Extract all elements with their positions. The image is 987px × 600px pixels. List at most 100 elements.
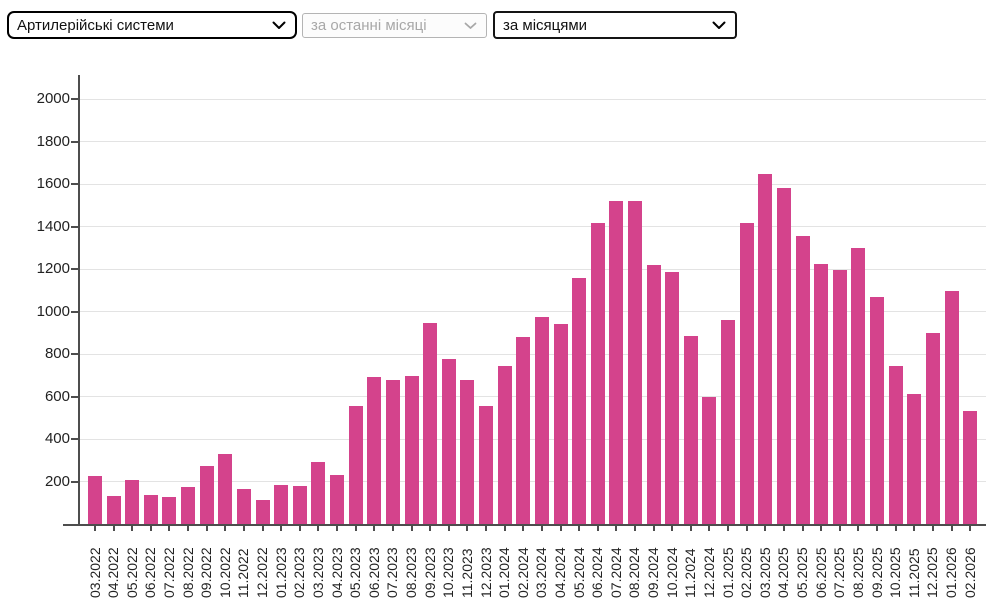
- x-axis-label: 03.2025: [756, 547, 773, 598]
- x-axis-label: 10.2023: [440, 547, 457, 598]
- x-axis-label: 09.2024: [645, 547, 662, 598]
- x-axis-tick: [242, 525, 245, 531]
- chart-bar: [385, 379, 400, 524]
- x-axis-tick: [298, 525, 301, 531]
- chart-bar: [888, 365, 903, 524]
- x-axis-tick: [112, 525, 115, 531]
- x-axis-label: 05.2022: [123, 547, 140, 598]
- x-axis-tick: [336, 525, 339, 531]
- x-axis-label: 10.2022: [216, 547, 233, 598]
- monthly-losses-bar-chart[interactable]: 200 400 600 800 1000 1200 1400 1600 1800 2000 03.2…: [0, 60, 987, 600]
- x-axis-tick: [429, 525, 432, 531]
- y-axis-tick: [71, 395, 79, 398]
- chart-bar: [479, 406, 494, 524]
- x-axis-tick: [317, 525, 320, 531]
- x-axis-label: 01.2025: [719, 547, 736, 598]
- y-axis-tick: [71, 140, 79, 143]
- x-axis-tick: [950, 525, 953, 531]
- x-axis-tick: [820, 525, 823, 531]
- x-axis-label: 12.2024: [700, 547, 717, 598]
- chart-bar: [739, 223, 754, 524]
- chart-bar: [199, 465, 214, 524]
- x-axis-tick: [466, 525, 469, 531]
- x-axis-label: 04.2023: [328, 547, 345, 598]
- chart-bar: [274, 484, 289, 524]
- y-axis-label: 2000: [36, 90, 70, 108]
- chevron-down-icon: [272, 17, 286, 34]
- chart-bar: [255, 499, 270, 524]
- x-axis-tick: [745, 525, 748, 531]
- x-axis-tick: [131, 525, 134, 531]
- x-axis-label: 09.2025: [868, 547, 885, 598]
- x-axis-label: 02.2025: [738, 547, 755, 598]
- x-axis-label: 06.2023: [365, 547, 382, 598]
- x-axis-tick: [727, 525, 730, 531]
- chart-bar: [311, 462, 326, 524]
- x-axis-label: 11.2025: [905, 548, 922, 598]
- chart-bar: [870, 296, 885, 524]
- x-axis-label: 05.2024: [570, 547, 587, 598]
- y-axis-tick: [71, 438, 79, 441]
- y-axis-label: 400: [44, 430, 70, 448]
- y-axis-tick: [71, 225, 79, 228]
- chart-bar: [944, 291, 959, 524]
- x-axis-tick: [391, 525, 394, 531]
- x-axis-tick: [708, 525, 711, 531]
- x-axis-label: 07.2022: [160, 547, 177, 598]
- chart-bar: [795, 236, 810, 524]
- x-axis-tick: [168, 525, 171, 531]
- chart-bar: [88, 476, 102, 524]
- chart-bar: [441, 359, 456, 524]
- x-axis-label: 06.2025: [812, 547, 829, 598]
- x-axis-label: 02.2023: [291, 547, 308, 598]
- x-axis-label: 09.2023: [421, 547, 438, 598]
- chart-bar: [423, 323, 438, 524]
- grouping-select[interactable]: за місяцями: [493, 11, 737, 39]
- x-axis-tick: [373, 525, 376, 531]
- x-axis-tick: [410, 525, 413, 531]
- x-axis-tick: [261, 525, 264, 531]
- chart-bar: [907, 394, 922, 524]
- y-axis-line: [78, 75, 80, 526]
- gridline: [79, 311, 986, 313]
- chart-bar: [832, 270, 847, 524]
- x-axis-tick: [447, 525, 450, 531]
- chart-bar: [609, 201, 624, 524]
- x-axis-tick: [205, 525, 208, 531]
- x-axis-label: 05.2023: [347, 547, 364, 598]
- chart-bar: [553, 324, 568, 524]
- x-axis-label: 01.2026: [943, 547, 960, 598]
- chart-bar: [348, 406, 363, 524]
- category-select[interactable]: Артилерійські системи: [7, 11, 297, 39]
- y-axis-tick: [71, 98, 79, 101]
- x-axis-tick: [633, 525, 636, 531]
- x-axis-label: 11.2022: [235, 548, 252, 598]
- x-axis-label: 07.2025: [831, 547, 848, 598]
- x-axis-tick: [671, 525, 674, 531]
- x-axis-tick: [149, 525, 152, 531]
- x-axis-label: 08.2022: [179, 547, 196, 598]
- gridline: [79, 268, 986, 270]
- x-axis-tick: [969, 525, 972, 531]
- x-axis-label: 08.2024: [626, 547, 643, 598]
- y-axis-label: 1000: [36, 302, 70, 320]
- x-axis-tick: [876, 525, 879, 531]
- x-axis-tick: [224, 525, 227, 531]
- x-axis-label: 09.2022: [198, 547, 215, 598]
- x-axis-label: 01.2023: [272, 547, 289, 598]
- y-axis-label: 1200: [36, 260, 70, 278]
- y-axis-label: 200: [44, 472, 70, 490]
- period-select: за останні місяці: [302, 13, 487, 38]
- x-axis-tick: [94, 525, 96, 531]
- x-axis-label: 05.2025: [794, 547, 811, 598]
- chart-bar: [776, 188, 791, 524]
- x-axis-label: 10.2025: [887, 547, 904, 598]
- x-axis-label: 06.2022: [142, 547, 159, 598]
- x-axis-label: 10.2024: [663, 547, 680, 598]
- gridline: [79, 438, 986, 440]
- chart-bar: [963, 411, 978, 524]
- x-axis-tick: [782, 525, 785, 531]
- x-axis-tick: [764, 525, 767, 531]
- x-axis-label: 07.2024: [607, 547, 624, 598]
- chart-bar: [143, 495, 158, 524]
